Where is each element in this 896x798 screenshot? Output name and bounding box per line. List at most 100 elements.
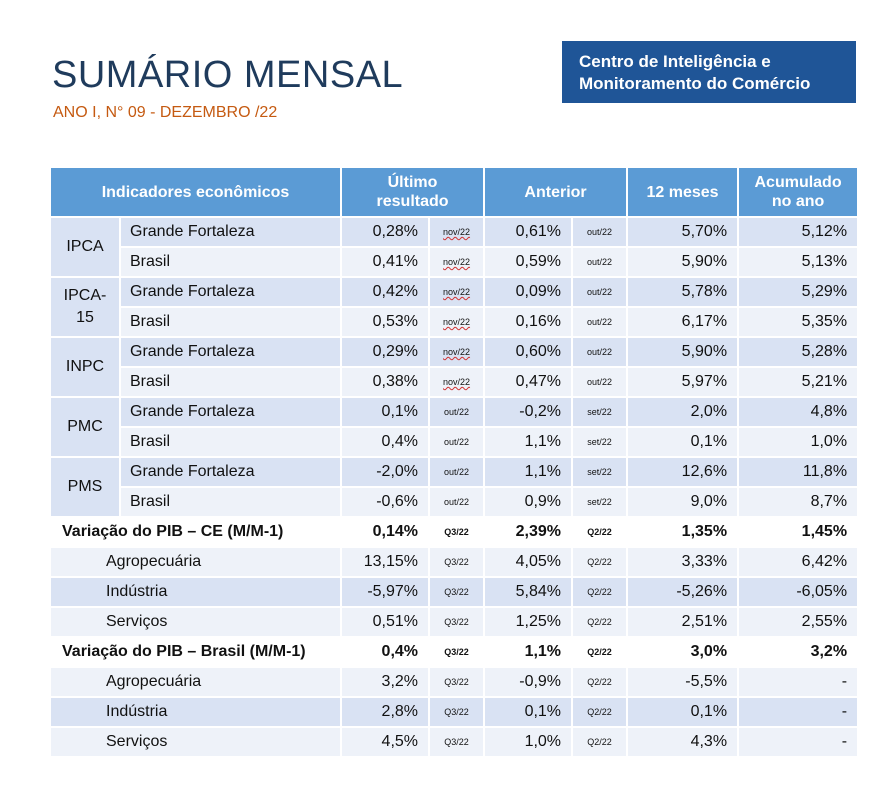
prev-value: 1,1%	[483, 636, 574, 668]
col-indicators: Indicadores econômicos	[48, 166, 343, 218]
last-period: Q3/22	[428, 636, 486, 668]
twelve-value: 0,1%	[626, 426, 740, 458]
indicator-pmc: PMC	[49, 396, 121, 458]
table-row: Serviços 0,51% Q3/22 1,25% Q2/22 2,51% 2…	[48, 606, 860, 638]
prev-period: Q2/22	[571, 576, 629, 608]
region-label: Brasil	[118, 426, 343, 458]
twelve-value: 1,35%	[626, 516, 740, 548]
twelve-value: 5,90%	[626, 246, 740, 278]
indicators-table: Indicadores econômicos Último resultado A…	[48, 166, 860, 758]
issue-subtitle: ANO I, N° 09 - DEZEMBRO /22	[53, 104, 278, 121]
prev-value: 0,9%	[483, 486, 574, 518]
pib-ce-label: Variação do PIB – CE (M/M-1)	[48, 516, 343, 548]
indicator-pms: PMS	[49, 456, 121, 518]
last-period: out/22	[428, 456, 486, 488]
prev-period: set/22	[571, 456, 629, 488]
sector-label: Indústria	[48, 576, 343, 608]
twelve-value: 6,17%	[626, 306, 740, 338]
twelve-value: 5,97%	[626, 366, 740, 398]
acc-value: 5,21%	[737, 366, 860, 398]
acc-value: 1,0%	[737, 426, 860, 458]
sector-label: Serviços	[48, 726, 343, 758]
last-period: nov/22	[428, 306, 486, 338]
last-value: 0,28%	[340, 216, 431, 248]
last-value: 0,4%	[340, 636, 431, 668]
table-row: Serviços 4,5% Q3/22 1,0% Q2/22 4,3% -	[48, 726, 860, 758]
prev-value: 1,0%	[483, 726, 574, 758]
region-label: Grande Fortaleza	[118, 216, 343, 248]
table-row: Agropecuária 3,2% Q3/22 -0,9% Q2/22 -5,5…	[48, 666, 860, 698]
acc-value: -	[737, 666, 860, 698]
indicator-ipca: IPCA	[49, 216, 121, 278]
last-value: 0,53%	[340, 306, 431, 338]
acc-value: -	[737, 726, 860, 758]
acc-value: 4,8%	[737, 396, 860, 428]
last-period: nov/22	[428, 366, 486, 398]
pib-br-label: Variação do PIB – Brasil (M/M-1)	[48, 636, 343, 668]
last-period: out/22	[428, 486, 486, 518]
prev-value: 0,61%	[483, 216, 574, 248]
prev-value: 1,1%	[483, 456, 574, 488]
last-period: Q3/22	[428, 576, 486, 608]
prev-period: Q2/22	[571, 666, 629, 698]
last-value: 0,4%	[340, 426, 431, 458]
prev-value: 0,09%	[483, 276, 574, 308]
acc-value: -	[737, 696, 860, 728]
page-title: SUMÁRIO MENSAL	[52, 54, 404, 96]
region-label: Grande Fortaleza	[118, 336, 343, 368]
prev-period: set/22	[571, 396, 629, 428]
twelve-value: 2,51%	[626, 606, 740, 638]
table-header: Indicadores econômicos Último resultado A…	[48, 166, 860, 218]
acc-value: 8,7%	[737, 486, 860, 518]
twelve-value: 9,0%	[626, 486, 740, 518]
table-row: Indústria -5,97% Q3/22 5,84% Q2/22 -5,26…	[48, 576, 860, 608]
brand-line-1: Centro de Inteligência e	[579, 52, 771, 71]
last-period: Q3/22	[428, 726, 486, 758]
prev-period: Q2/22	[571, 696, 629, 728]
region-label: Grande Fortaleza	[118, 456, 343, 488]
last-value: -0,6%	[340, 486, 431, 518]
twelve-value: 3,33%	[626, 546, 740, 578]
last-value: 0,51%	[340, 606, 431, 638]
prev-period: out/22	[571, 216, 629, 248]
prev-value: 2,39%	[483, 516, 574, 548]
prev-value: 1,25%	[483, 606, 574, 638]
last-period: Q3/22	[428, 546, 486, 578]
acc-value: 5,35%	[737, 306, 860, 338]
col-last-result: Último resultado	[340, 166, 486, 218]
acc-value: 5,28%	[737, 336, 860, 368]
sector-label: Agropecuária	[48, 666, 343, 698]
twelve-value: 5,90%	[626, 336, 740, 368]
indicator-ipca15: IPCA- 15	[49, 276, 121, 338]
region-label: Brasil	[118, 366, 343, 398]
acc-value: 5,13%	[737, 246, 860, 278]
last-value: -5,97%	[340, 576, 431, 608]
region-label: Brasil	[118, 486, 343, 518]
prev-period: out/22	[571, 306, 629, 338]
sector-label: Agropecuária	[48, 546, 343, 578]
table-row: Agropecuária 13,15% Q3/22 4,05% Q2/22 3,…	[48, 546, 860, 578]
prev-period: out/22	[571, 336, 629, 368]
table-row: Brasil 0,4% out/22 1,1% set/22 0,1% 1,0%	[50, 426, 860, 458]
prev-value: 1,1%	[483, 426, 574, 458]
last-period: nov/22	[428, 216, 486, 248]
acc-value: -6,05%	[737, 576, 860, 608]
prev-period: Q2/22	[571, 546, 629, 578]
last-period: nov/22	[428, 246, 486, 278]
prev-period: Q2/22	[571, 726, 629, 758]
region-label: Brasil	[118, 306, 343, 338]
twelve-value: 0,1%	[626, 696, 740, 728]
last-period: out/22	[428, 426, 486, 458]
acc-value: 6,42%	[737, 546, 860, 578]
twelve-value: 5,70%	[626, 216, 740, 248]
last-period: Q3/22	[428, 696, 486, 728]
prev-value: -0,9%	[483, 666, 574, 698]
table-row: IPCA- 15 Grande Fortaleza 0,42% nov/22 0,…	[49, 276, 860, 338]
prev-period: Q2/22	[571, 516, 629, 548]
last-value: 3,2%	[340, 666, 431, 698]
last-period: Q3/22	[428, 666, 486, 698]
acc-value: 5,29%	[737, 276, 860, 308]
twelve-value: 2,0%	[626, 396, 740, 428]
last-value: 2,8%	[340, 696, 431, 728]
indicator-inpc: INPC	[49, 336, 121, 398]
